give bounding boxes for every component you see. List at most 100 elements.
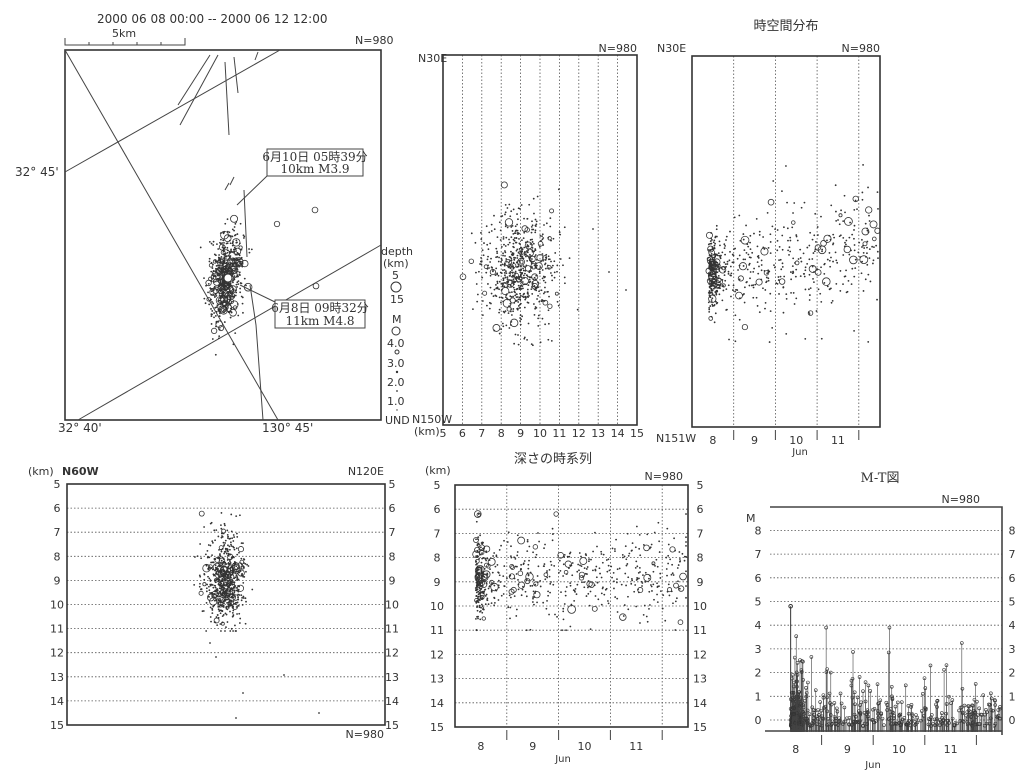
event-circle (525, 248, 534, 258)
event-dot (503, 565, 506, 567)
event-dot (712, 241, 715, 244)
event-circle (537, 241, 544, 247)
event-dot (515, 249, 518, 252)
event-dot (734, 340, 737, 343)
legend-mag-title: M (392, 313, 402, 326)
event-circle (712, 270, 717, 275)
event-dot (578, 569, 580, 572)
event-dot (678, 587, 681, 590)
event-dot (677, 580, 679, 583)
event-dot (745, 251, 748, 254)
event-dot (242, 565, 245, 568)
event-dot (227, 535, 229, 538)
event-dot (481, 605, 484, 607)
event-dot (804, 288, 807, 291)
event-dot (757, 257, 760, 259)
mt-marker (909, 705, 913, 709)
event-dot (587, 580, 590, 582)
event-dot (505, 324, 508, 327)
event-dot (709, 296, 712, 299)
event-dot (222, 231, 225, 234)
event-dot (652, 563, 655, 566)
mt-marker (875, 682, 880, 686)
event-dot (516, 534, 519, 537)
event-dot (232, 289, 235, 292)
event-dot (215, 572, 218, 575)
event-dot (678, 560, 681, 563)
event-dot (823, 282, 826, 284)
event-dot (737, 269, 739, 271)
event-dot (832, 243, 834, 246)
event-dot (520, 268, 523, 271)
event-dot (224, 590, 227, 593)
event-dot (232, 248, 235, 251)
event-dot (216, 624, 219, 627)
annotation-box (266, 148, 364, 177)
event-dot (516, 276, 519, 279)
event-dot (671, 572, 674, 575)
event-dot (721, 278, 724, 281)
event-dot (811, 265, 814, 268)
event-dot (785, 293, 788, 296)
event-dot (711, 246, 714, 248)
event-dot (479, 597, 482, 599)
event-dot (753, 232, 755, 235)
event-dot (233, 548, 236, 551)
event-dot (843, 245, 846, 248)
event-dot (595, 565, 598, 568)
event-dot (214, 280, 217, 283)
event-dot (214, 566, 217, 569)
event-dot (223, 550, 226, 553)
event-dot (808, 244, 811, 247)
event-dot (493, 597, 496, 600)
event-dot (612, 571, 615, 574)
event-dot (212, 240, 215, 243)
event-circle (474, 546, 481, 554)
event-dot (553, 260, 556, 263)
event-dot (211, 612, 214, 615)
event-dot (540, 300, 543, 303)
mt-marker (842, 705, 847, 710)
event-dot (210, 561, 212, 564)
event-dot (218, 605, 220, 608)
event-dot (551, 279, 554, 282)
event-dot (636, 578, 639, 580)
event-dot (520, 318, 523, 321)
event-dot (550, 260, 552, 263)
event-dot (490, 266, 493, 269)
event-dot (226, 594, 229, 597)
event-circle (517, 536, 526, 545)
mt-marker (813, 688, 818, 692)
event-dot (637, 591, 640, 594)
event-dot (793, 303, 796, 305)
depth-section-frame (66, 483, 386, 726)
event-dot (634, 567, 637, 569)
event-dot (534, 592, 536, 594)
event-dot (528, 545, 531, 548)
event-dot (758, 311, 761, 314)
event-dot (504, 274, 506, 277)
y-tick-label: 7 (434, 527, 441, 540)
event-dot (709, 259, 712, 262)
event-dot (481, 577, 484, 580)
event-dot (474, 241, 477, 244)
event-dot (592, 550, 595, 553)
legend-dot (396, 409, 398, 411)
event-dot (518, 276, 521, 279)
event-dot (248, 251, 251, 254)
event-dot (498, 574, 501, 577)
event-dot (578, 552, 581, 554)
event-dot (738, 214, 741, 217)
event-dot (485, 582, 488, 585)
mt-marker (806, 680, 810, 685)
event-dot (508, 260, 511, 263)
event-circle (814, 244, 822, 251)
event-dot (713, 267, 715, 270)
event-dot (514, 277, 517, 279)
event-dot (708, 310, 711, 313)
mt-marker (801, 659, 805, 664)
event-dot (502, 277, 505, 280)
event-dot (709, 242, 711, 245)
mt-marker (909, 703, 914, 707)
event-dot (523, 306, 526, 309)
